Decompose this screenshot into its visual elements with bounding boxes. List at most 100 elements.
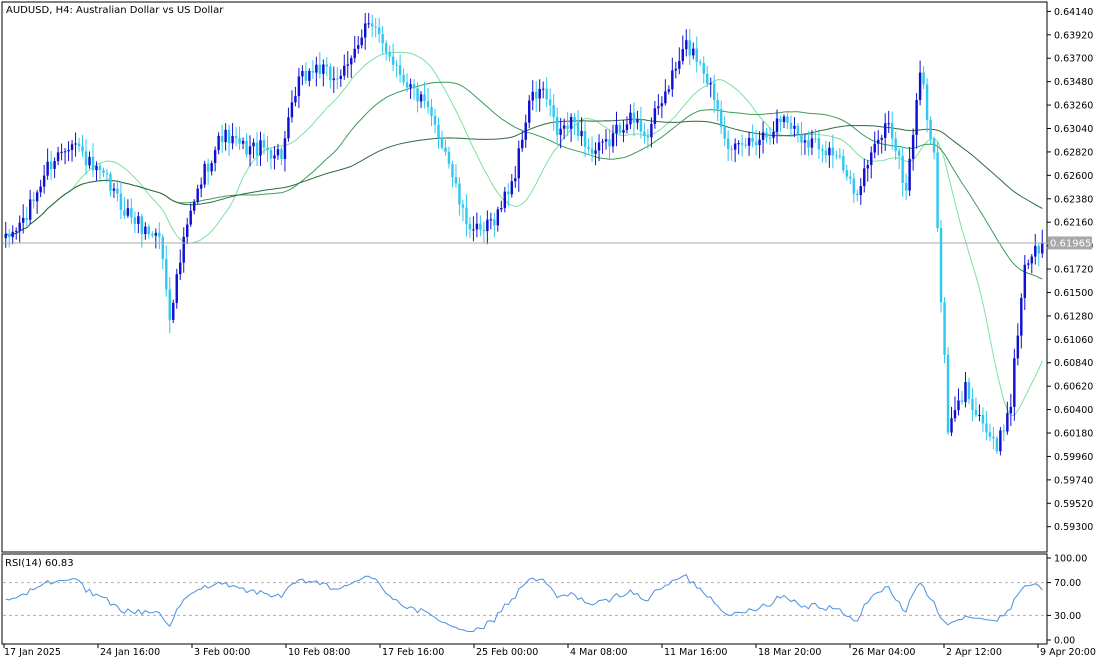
candle [315,56,318,87]
candle [573,112,576,136]
candle [754,129,758,156]
candle-body [650,123,653,138]
rsi-line [5,574,1043,632]
time-axis: 17 Jan 2025 24 Jan 16:00 3 Feb 00:00 10 Feb… [3,644,1096,658]
candle-body [461,204,465,208]
candle-body [880,137,883,140]
candle-body [517,148,520,179]
candle [604,129,608,150]
candle [468,217,472,239]
candle [203,160,206,188]
candle [109,171,112,197]
candle [25,206,28,227]
candle [608,129,611,160]
candle [538,79,541,112]
candle [510,173,514,198]
candle [985,411,988,441]
candle-body [538,88,541,99]
candle-body [971,398,974,411]
candle-body [451,164,454,178]
candle [186,217,189,245]
candle-body [615,124,618,134]
candle-body [943,302,946,355]
candle [719,100,723,135]
candle [1030,254,1034,274]
candle-body [772,131,775,138]
candle [793,117,796,137]
price-axis-label: 0.62380 [1054,194,1093,205]
price-panel-frame [1,1,1048,553]
candle [999,427,1002,456]
time-axis-label: 4 Mar 08:00 [570,647,627,658]
candle-body [374,26,377,28]
candle [629,104,632,130]
candle [339,69,342,87]
candle-body [161,236,165,259]
candle-body [53,161,56,169]
candle [482,221,486,243]
candle [622,119,625,143]
candle [116,179,119,202]
candle [461,200,465,222]
candle-body [241,140,245,144]
candle [995,435,999,455]
candle-body [950,418,953,433]
candle [904,173,908,200]
candle [426,87,430,114]
candle-body [255,142,259,156]
candle-body [678,61,681,69]
candle [636,110,639,130]
candle [908,147,911,197]
candle-body [77,143,81,147]
candle [699,59,702,67]
candle [388,45,391,62]
candle [1034,233,1037,265]
candle [1002,424,1006,442]
candle [618,122,622,136]
candle-body [817,138,821,150]
candle-body [514,178,517,182]
candle [179,249,182,281]
candle-body [845,170,849,177]
candle [953,396,957,422]
current-price-label: 0.61965 [1050,238,1091,249]
candle [580,117,583,146]
candle [800,121,803,156]
candle [290,90,294,123]
candle-body [206,163,210,172]
candle-body [548,99,552,106]
candle-body [391,56,395,65]
candle [269,147,273,170]
time-axis-label: 2 Apr 12:00 [946,647,1002,658]
candle [287,107,290,142]
candle [590,136,594,162]
candle-body [587,146,590,149]
candle-body [486,219,489,232]
candle-body [695,48,698,62]
candle [322,59,325,87]
candle [255,131,259,167]
candle [992,426,995,450]
candle-body [733,143,737,150]
candle [789,115,793,135]
candle [444,139,447,156]
candle-body [995,438,999,452]
candle-body [828,147,831,156]
candle [311,60,315,79]
candle-body [360,37,363,46]
chart-title: AUDUSD, H4: Australian Dollar vs US Doll… [6,5,224,16]
candle [384,40,388,61]
candle [419,91,423,108]
rsi-axis-label: 70.00 [1054,578,1081,589]
rsi-axis-label: 30.00 [1054,611,1081,622]
candle [566,111,569,136]
candle [273,146,276,170]
candle-body [709,83,712,85]
candle [137,211,140,234]
candle-body [60,151,63,153]
candle-body [866,164,869,169]
candle [472,216,475,242]
candle [786,112,789,129]
candle-body [573,116,576,123]
candle-body [203,163,206,185]
